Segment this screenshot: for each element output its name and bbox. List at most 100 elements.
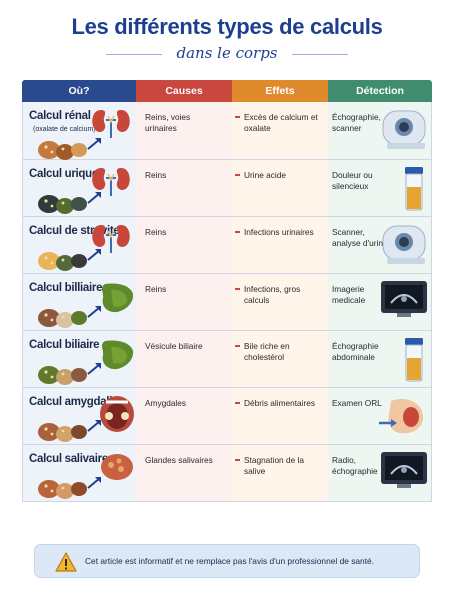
disclaimer-box: Cet article est informatif et ne remplac… [34,544,420,578]
cause-text: Reins [145,227,167,237]
cause-text: Reins [145,284,167,294]
cell-causes: Reins [136,274,232,330]
disclaimer-text: Cet article est informatif et ne remplac… [85,556,375,566]
stones-icon [37,414,91,449]
detection-text: Scanner, analyse d'urine [332,227,388,248]
table-row: Calcul amygdalien Amygdales Débris aliment… [22,388,432,445]
cell-detection: Examen ORL [328,388,432,444]
cell-causes: Reins, voies urinaires [136,102,232,159]
cause-text: Glandes salivaires [145,455,213,465]
cell-where: Calcul salivaire [22,445,136,501]
table-row: Calcul de struvite Reins Infections urinai… [22,217,432,274]
ct-scanner-icon [379,107,429,158]
stones-icon [37,132,91,167]
stones-icon [37,300,91,335]
arrow-icon [87,247,103,266]
bullet-dash [235,288,240,290]
cell-where: Calcul urique [22,160,136,216]
stones-icon [37,243,91,278]
stones-icon [37,357,91,392]
cell-effects: Excès de calcium et oxalate [232,102,328,159]
cell-where: Calcul amygdalien [22,388,136,444]
warning-icon [55,552,77,572]
effect-text: Stagnation de la salive [244,455,304,476]
arrow-icon [87,418,103,437]
detection-text: Échographie abdominale [332,341,379,362]
cell-where: Calcul biliaire [22,331,136,387]
calculus-note: (oxalate de calcium) [33,126,96,133]
effect-text: Bile riche en cholestérol [244,341,290,362]
cell-where: Calcul de struvite [22,217,136,273]
divider [292,54,348,55]
cause-text: Amygdales [145,398,187,408]
arrow-icon [87,136,103,155]
cell-detection: Imagerie medicale [328,274,432,330]
effect-text: Infections urinaires [244,227,314,237]
cause-text: Reins, voies urinaires [145,112,191,133]
cell-causes: Glandes salivaires [136,445,232,501]
column-header-detection: Détection [328,80,432,102]
detection-text: Examen ORL [332,398,382,408]
cell-detection: Échographie, scanner [328,102,432,159]
column-header-effects: Effets [232,80,328,102]
bullet-dash [235,116,240,118]
detection-text: Radio, échographie [332,455,378,476]
calculus-name: Calcul rénal [29,110,91,122]
scanner-icon [379,222,429,273]
cell-effects: Stagnation de la salive [232,445,328,501]
cause-text: Reins [145,170,167,180]
urine-sample-icon [399,165,429,218]
bullet-dash [235,231,240,233]
divider [106,54,162,55]
cell-causes: Reins [136,217,232,273]
arrow-icon [87,475,103,494]
detection-text: Douleur ou silencieux [332,170,373,191]
calculi-table: Où? Causes Effets Détection Calcul rénal… [22,80,432,502]
cell-causes: Reins [136,160,232,216]
cell-effects: Bile riche en cholestérol [232,331,328,387]
gallbladder-icon [97,280,137,321]
cell-where: Calcul billiaire [22,274,136,330]
table-row: Calcul biliaire Vésicule biliaire Bile ric… [22,331,432,388]
cell-detection: Scanner, analyse d'urine [328,217,432,273]
arrow-icon [87,190,103,209]
table-header: Où? Causes Effets Détection [22,80,432,102]
cell-where: Calcul rénal (oxalate de calcium) [22,102,136,160]
subtitle-block: dans le corps [0,44,454,64]
xray-monitor-icon [379,450,429,495]
cell-detection: Échographie abdominale [328,331,432,387]
cell-effects: Débris alimentaires [232,388,328,444]
table-row: Calcul salivaire Glandes salivaires Stagna… [22,445,432,502]
ultrasound-monitor-icon [379,279,429,324]
detection-text: Échographie, scanner [332,112,381,133]
bullet-dash [235,174,240,176]
arrow-icon [87,361,103,380]
kidney-icon [89,164,133,203]
table-body: Calcul rénal (oxalate de calcium) Reins, v… [22,102,432,502]
cell-detection: Radio, échographie [328,445,432,501]
calculus-name: Calcul billiaire [29,282,103,294]
effect-text: Excès de calcium et oxalate [244,112,318,133]
page-title: Les différents types de calculs [71,14,383,39]
bullet-dash [235,459,240,461]
effect-text: Infections, gros calculs [244,284,301,305]
calculus-name: Calcul urique [29,168,98,180]
cause-text: Vésicule biliaire [145,341,203,351]
kidney-icon [89,106,133,145]
calculus-name: Calcul amygdalien [29,396,125,408]
ent-exam-icon [377,393,429,444]
cell-causes: Amygdales [136,388,232,444]
calculus-name: Calcul biliaire [29,339,100,351]
effect-text: Débris alimentaires [244,398,316,408]
throat-icon [97,394,137,439]
calculus-name: Calcul salivaire [29,453,108,465]
page-subtitle: dans le corps [176,44,278,62]
table-row: Calcul rénal (oxalate de calcium) Reins, v… [22,102,432,160]
stones-icon [37,186,91,221]
table-row: Calcul billiaire Reins Infections, gros ca… [22,274,432,331]
column-header-causes: Causes [136,80,232,102]
table-row: Calcul urique Reins Urine acide Douleur ou … [22,160,432,217]
stones-icon [37,471,91,506]
sample-tube-icon [399,336,429,389]
column-header-where: Où? [22,80,136,102]
